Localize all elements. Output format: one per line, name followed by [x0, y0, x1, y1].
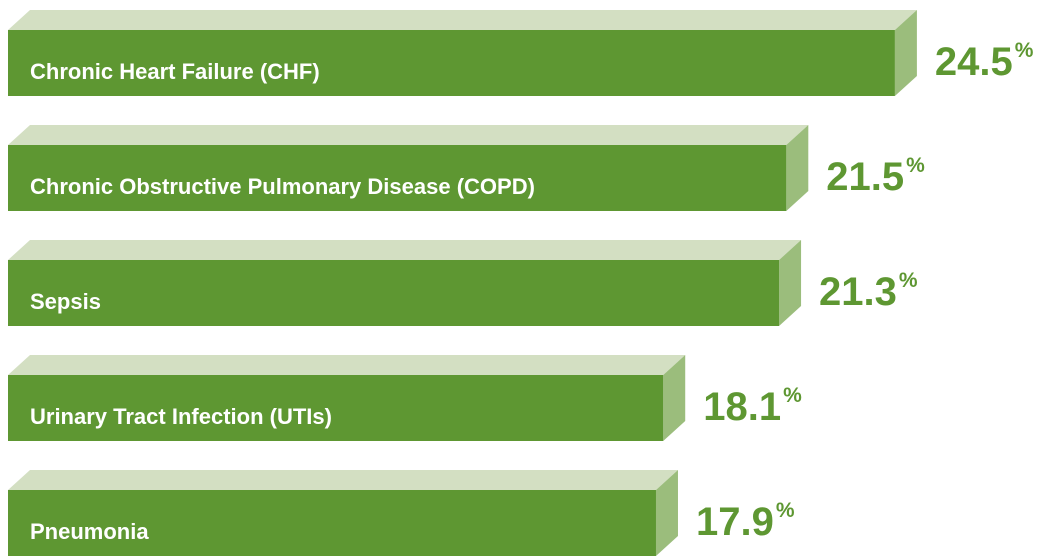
value-label: 21.5	[826, 155, 904, 199]
value-unit: %	[1015, 39, 1034, 62]
value-unit: %	[783, 384, 802, 407]
category-label: Urinary Tract Infection (UTIs)	[30, 404, 332, 429]
bar-side	[663, 355, 686, 441]
value-label: 17.9	[696, 500, 774, 544]
bar-top	[8, 240, 802, 260]
bar-side	[779, 240, 802, 326]
bar-side	[894, 10, 917, 96]
bar	[8, 145, 787, 211]
category-label: Chronic Heart Failure (CHF)	[30, 59, 320, 84]
bar-top	[8, 10, 917, 30]
bar-top	[8, 355, 686, 375]
bar-top	[8, 125, 809, 145]
value-label: 24.5	[935, 40, 1013, 84]
bar	[8, 375, 664, 441]
value-unit: %	[899, 269, 918, 292]
bar	[8, 490, 656, 556]
category-label: Pneumonia	[30, 519, 149, 544]
category-label: Sepsis	[30, 289, 101, 314]
category-label: Chronic Obstructive Pulmonary Disease (C…	[30, 174, 535, 199]
bar	[8, 30, 895, 96]
bar-top	[8, 470, 678, 490]
value-unit: %	[906, 154, 925, 177]
value-label: 18.1	[703, 385, 781, 429]
bar	[8, 260, 780, 326]
bar-side	[786, 125, 809, 211]
value-label: 21.3	[819, 270, 897, 314]
value-unit: %	[776, 499, 795, 522]
bar-side	[655, 470, 678, 556]
